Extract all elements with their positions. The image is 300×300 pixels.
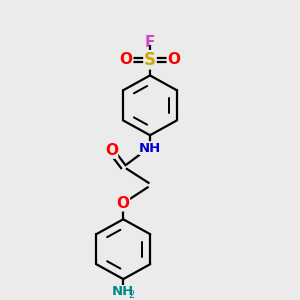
Text: O: O bbox=[105, 143, 118, 158]
Text: O: O bbox=[117, 196, 130, 211]
Text: O: O bbox=[120, 52, 133, 67]
Text: NH: NH bbox=[112, 285, 134, 298]
Text: S: S bbox=[144, 51, 156, 69]
Text: NH: NH bbox=[139, 142, 161, 154]
Text: 2: 2 bbox=[128, 290, 135, 300]
Text: O: O bbox=[167, 52, 180, 67]
Text: F: F bbox=[145, 34, 155, 50]
